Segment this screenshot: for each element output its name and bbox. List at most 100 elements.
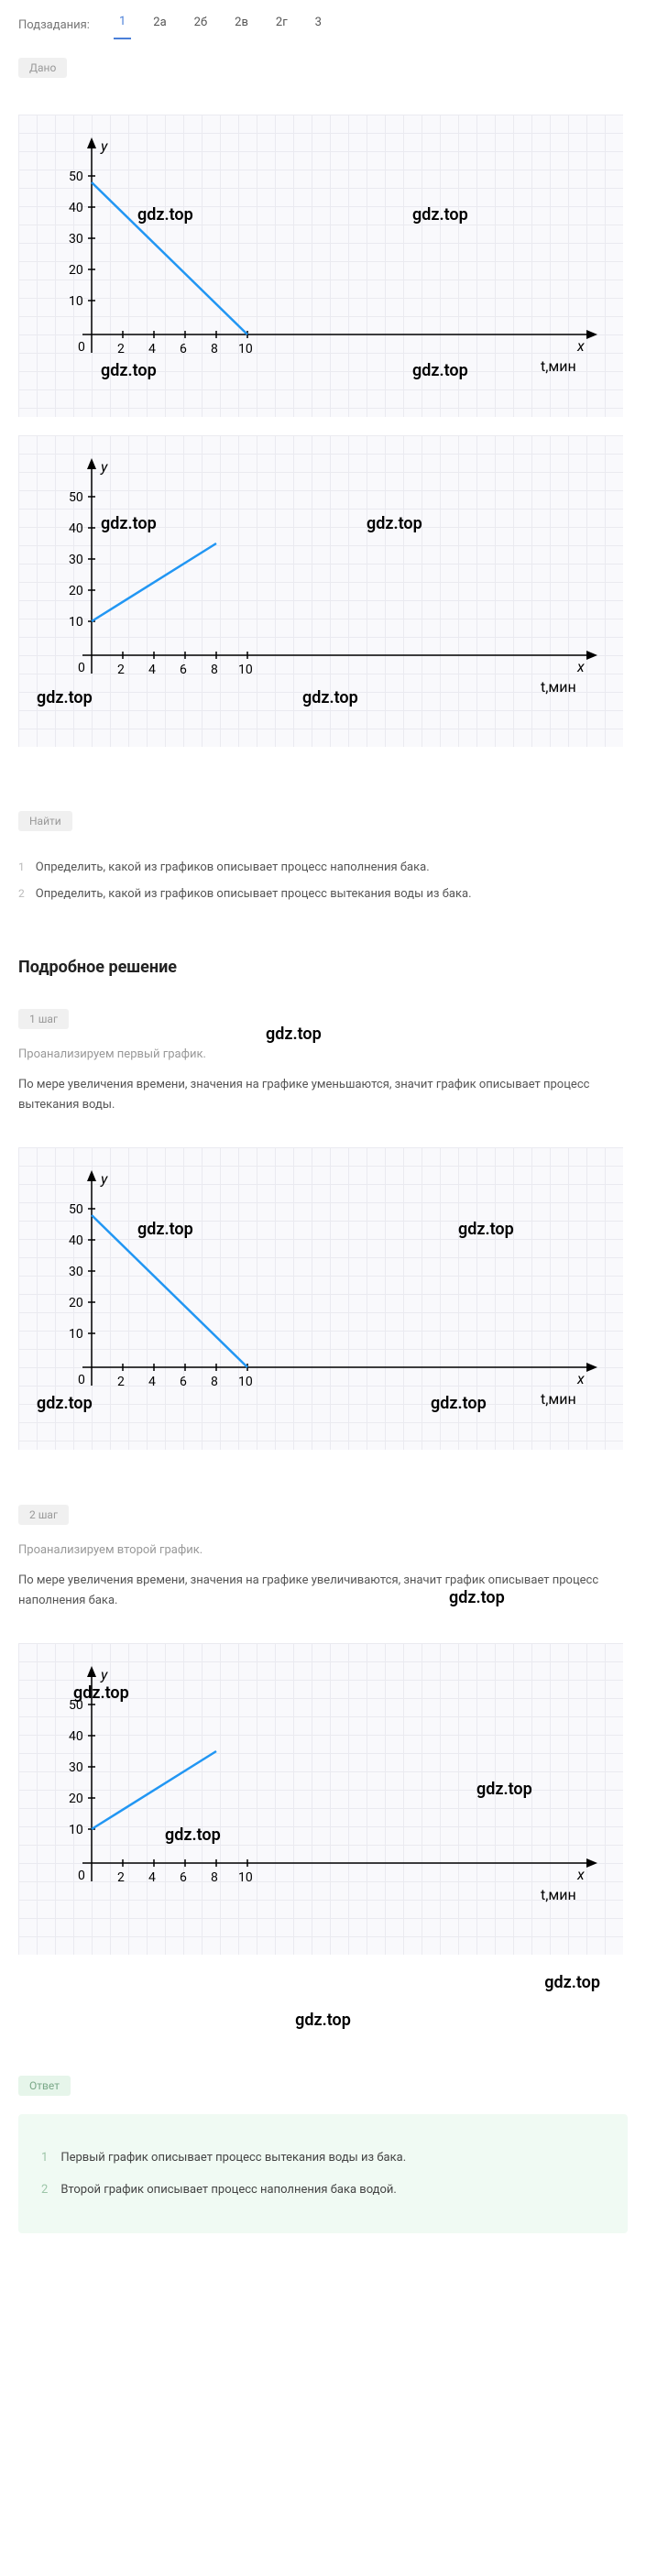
answer-text-1: Первый график описывает процесс вытекани… [60,2151,406,2165]
svg-text:y: y [100,1666,108,1683]
svg-text:8: 8 [211,1375,218,1389]
svg-text:50: 50 [69,490,83,505]
svg-text:30: 30 [69,553,83,567]
answer-num-1: 1 [41,2151,48,2165]
svg-text:10: 10 [69,1327,83,1342]
svg-text:gdz.top: gdz.top [458,1220,514,1239]
svg-text:30: 30 [69,232,83,247]
svg-text:x: x [576,1866,585,1883]
step2-badge: 2 шаг [18,1505,69,1525]
svg-text:40: 40 [69,201,83,215]
svg-text:40: 40 [69,1729,83,1744]
chart-3-svg: 10 20 30 40 50 2 4 6 8 10 0 [27,1166,614,1422]
tab-1[interactable]: 1 [114,11,131,39]
svg-text:40: 40 [69,521,83,536]
svg-text:10: 10 [238,663,253,677]
svg-text:10: 10 [69,615,83,630]
tabs-bar: Подзадания: 1 2а 2б 2в 2г 3 [0,0,646,39]
svg-text:10: 10 [69,294,83,309]
tab-2b[interactable]: 2б [189,12,214,38]
chart-3: 10 20 30 40 50 2 4 6 8 10 0 [18,1147,628,1450]
svg-text:0: 0 [78,1869,85,1883]
svg-text:t,мин: t,мин [541,678,576,696]
svg-text:gdz.top: gdz.top [476,1780,532,1799]
svg-text:gdz.top: gdz.top [165,1825,221,1845]
svg-text:y: y [100,1170,108,1188]
svg-text:0: 0 [78,340,85,355]
svg-text:8: 8 [211,342,218,356]
svg-text:50: 50 [69,170,83,184]
svg-text:t,мин: t,мин [541,1390,576,1408]
svg-text:4: 4 [148,663,156,677]
svg-text:x: x [576,1370,585,1387]
svg-text:10: 10 [69,1823,83,1837]
svg-text:gdz.top: gdz.top [412,205,468,225]
svg-text:gdz.top: gdz.top [412,361,468,380]
svg-text:gdz.top: gdz.top [137,1220,193,1239]
svg-text:2: 2 [117,1870,125,1885]
svg-text:6: 6 [180,342,187,356]
tab-2g[interactable]: 2г [270,12,293,38]
tabs-label: Подзадания: [18,18,90,32]
svg-text:10: 10 [238,342,253,356]
find-section: 1 Определить, какой из графиков описывае… [0,850,646,921]
svg-text:y: y [100,458,108,476]
svg-text:2: 2 [117,342,125,356]
solution-heading: Подробное решение [0,921,646,991]
answer-num-2: 2 [41,2183,48,2197]
svg-text:4: 4 [148,342,156,356]
svg-text:20: 20 [69,1296,83,1310]
step1-text: По мере увеличения времени, значения на … [0,1075,646,1129]
svg-text:10: 10 [238,1375,253,1389]
answer-item-1: 1 Первый график описывает процесс вытека… [41,2142,605,2174]
svg-text:x: x [576,337,585,355]
chart-1-svg: 10 20 30 40 50 2 4 6 8 10 [27,133,614,389]
answer-badge: Ответ [18,2076,71,2096]
svg-text:gdz.top: gdz.top [37,688,93,707]
find-num-2: 2 [18,887,25,901]
tab-3[interactable]: 3 [310,12,327,38]
svg-text:4: 4 [148,1375,156,1389]
svg-text:0: 0 [78,661,85,675]
svg-text:6: 6 [180,1375,187,1389]
svg-text:gdz.top: gdz.top [101,514,157,533]
svg-text:2: 2 [117,663,125,677]
svg-text:30: 30 [69,1760,83,1775]
svg-text:t,мин: t,мин [541,1886,576,1903]
svg-text:gdz.top: gdz.top [431,1394,487,1413]
svg-text:20: 20 [69,1792,83,1806]
svg-text:4: 4 [148,1870,156,1885]
step1-badge: 1 шаг [18,1009,69,1029]
chart-4-svg: 10 20 30 40 50 2 4 6 8 10 0 [27,1661,614,1927]
find-num-1: 1 [18,860,25,874]
svg-text:gdz.top: gdz.top [73,1683,129,1703]
answer-item-2: 2 Второй график описывает процесс наполн… [41,2174,605,2206]
svg-text:gdz.top: gdz.top [101,361,157,380]
chart-2: 10 20 30 40 50 2 4 6 8 10 0 [18,435,628,747]
find-badge: Найти [18,811,72,831]
svg-text:8: 8 [211,663,218,677]
chart-1: 10 20 30 40 50 2 4 6 8 10 [18,115,628,417]
svg-text:t,мин: t,мин [541,357,576,375]
svg-text:20: 20 [69,584,83,598]
tab-2a[interactable]: 2а [148,12,171,38]
watermark: gdz.top [535,1964,609,2001]
find-text-1: Определить, какой из графиков описывает … [36,860,430,874]
svg-text:gdz.top: gdz.top [302,688,358,707]
svg-text:x: x [576,658,585,675]
chart-2-svg: 10 20 30 40 50 2 4 6 8 10 0 [27,454,614,719]
svg-text:2: 2 [117,1375,125,1389]
svg-text:gdz.top: gdz.top [137,205,193,225]
step2-intro: Проанализируем второй график. [0,1543,646,1571]
svg-text:20: 20 [69,263,83,278]
svg-text:y: y [100,137,108,155]
svg-text:10: 10 [238,1870,253,1885]
answer-text-2: Второй график описывает процесс наполнен… [60,2183,397,2197]
tab-2v[interactable]: 2в [229,12,254,38]
svg-text:40: 40 [69,1233,83,1248]
watermark: gdz.top [440,1579,514,1617]
svg-text:0: 0 [78,1373,85,1387]
find-text-2: Определить, какой из графиков описывает … [36,887,472,901]
svg-text:50: 50 [69,1202,83,1217]
svg-text:gdz.top: gdz.top [367,514,422,533]
